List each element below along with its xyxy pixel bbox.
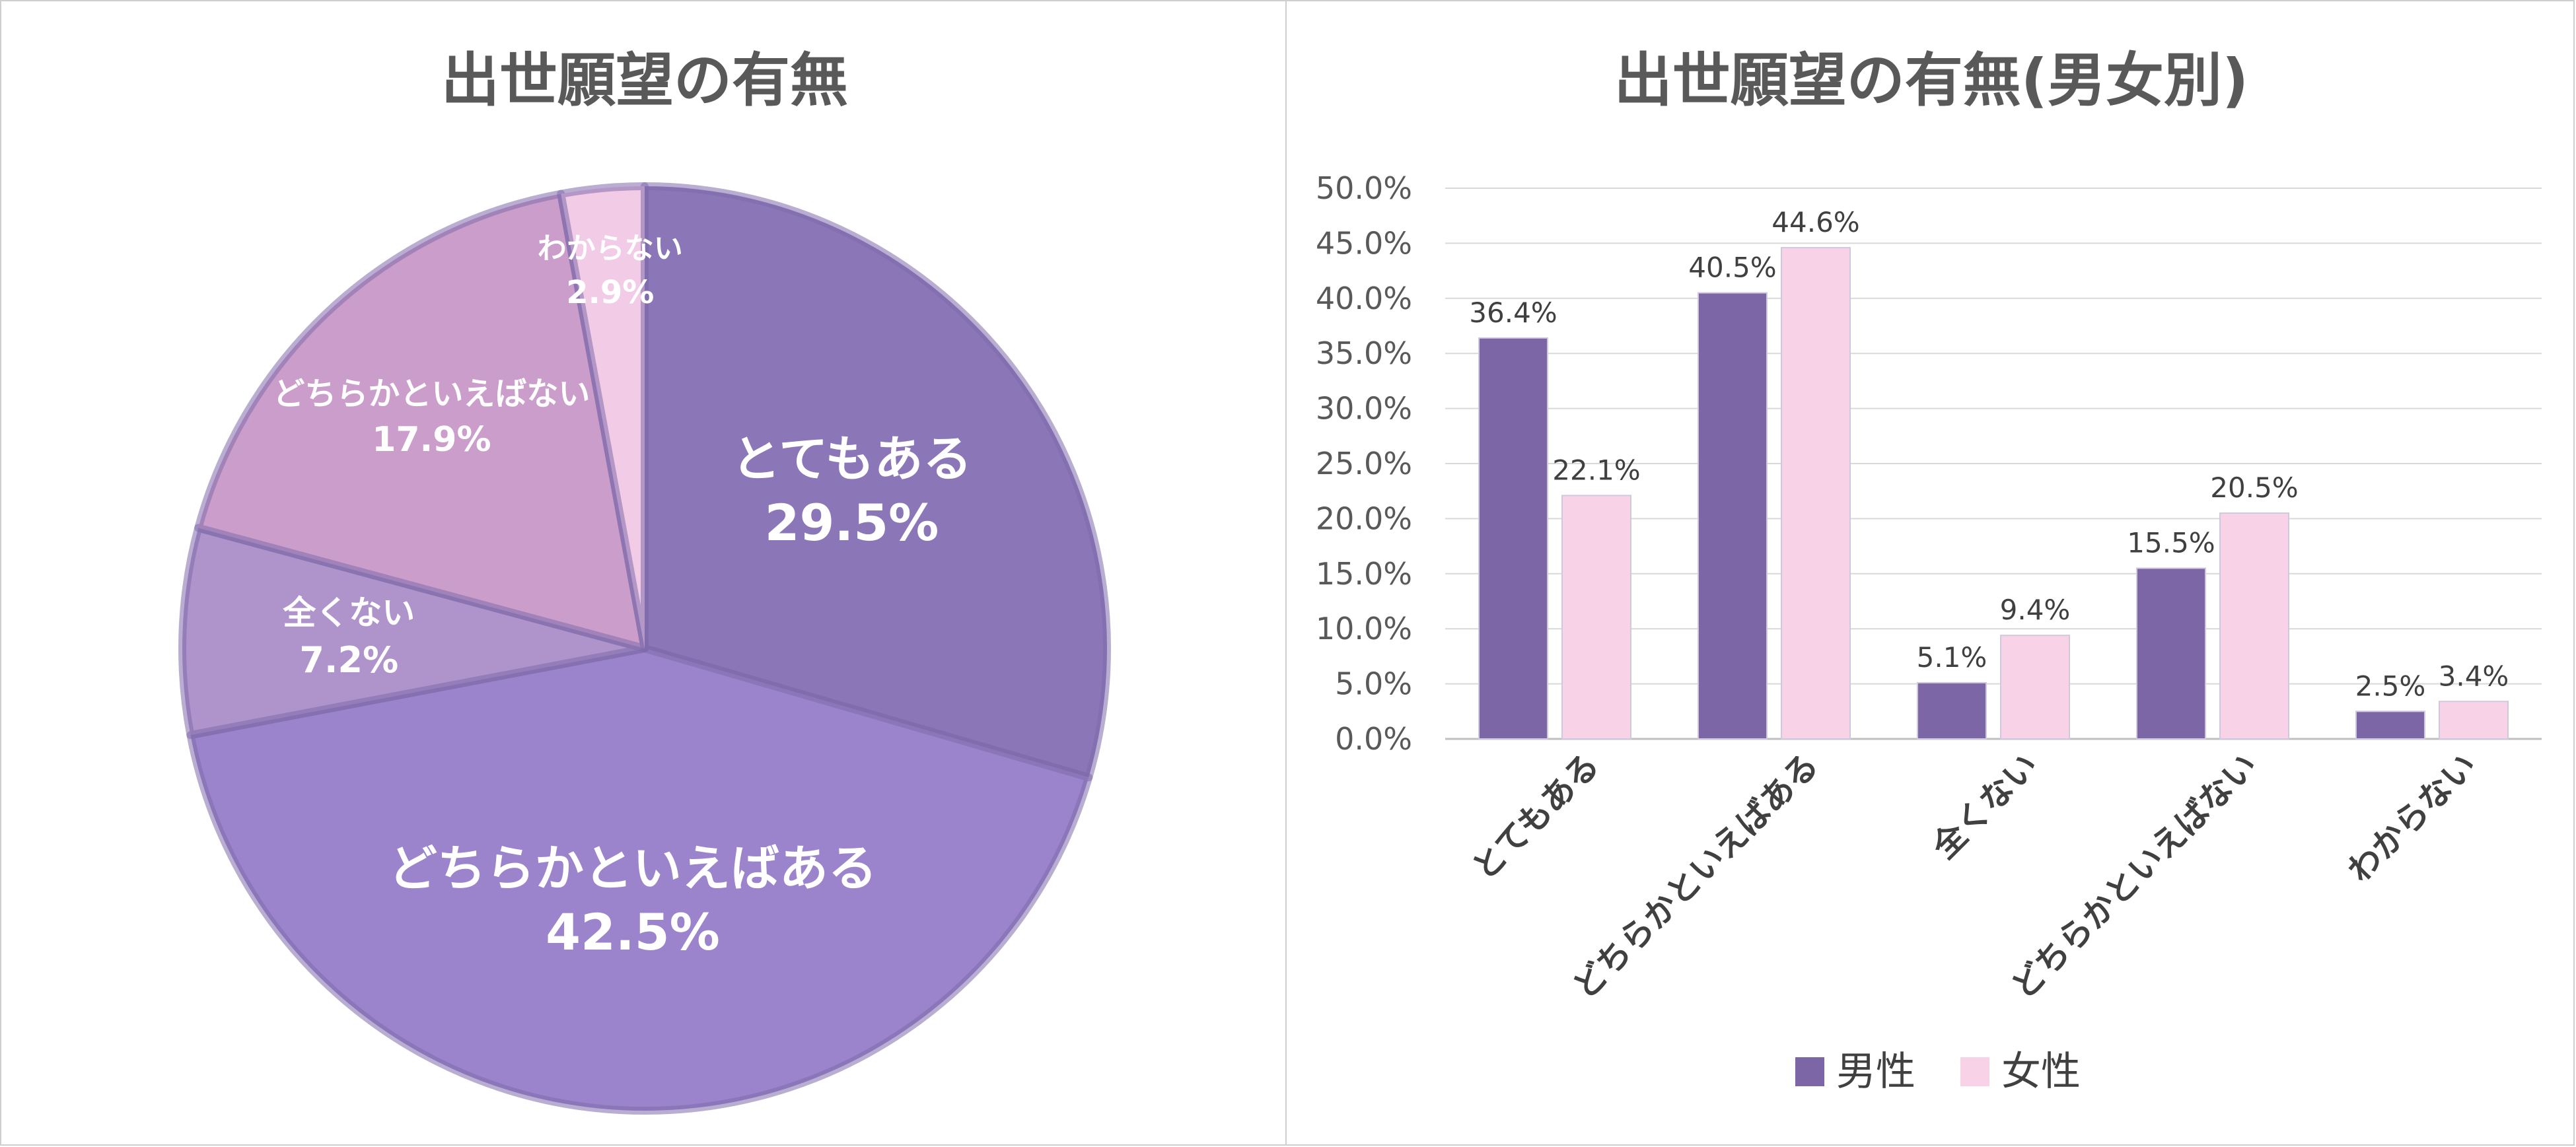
y-tick-label: 5.0% [1335, 666, 1412, 702]
y-tick-label: 10.0% [1316, 611, 1412, 646]
pie-chart-title: 出世願望の有無 [441, 46, 848, 114]
y-tick-label: 30.0% [1316, 391, 1412, 427]
pie-slice-label: どちらかといえばある [388, 841, 877, 897]
y-tick-label: 40.0% [1316, 281, 1412, 316]
pie-slice-value-label: 2.9% [566, 274, 654, 311]
x-category-label: どちらかといえばある [1565, 746, 1826, 1006]
pie-slice-label: わからない [538, 232, 683, 265]
bar-male [1917, 681, 1987, 740]
bar-female [2000, 635, 2070, 740]
bar-female [2439, 701, 2509, 740]
pie-chart-panel: 出世願望の有無 とてもある 29.5% どちらかといえばある 42.5% 全くない 7.2… [0, 0, 1287, 1146]
bar-male [1478, 337, 1548, 740]
bar-female [1561, 495, 1631, 740]
y-tick-label: 25.0% [1316, 446, 1412, 481]
pie-slice-value-label: 7.2% [299, 639, 398, 681]
bar-female [1781, 247, 1851, 740]
pie-slice [186, 644, 1093, 1115]
bar-data-label: 5.1% [1917, 641, 1987, 674]
x-category-label: とてもある [1465, 746, 1607, 887]
x-category-label: どちらかといえばない [2004, 746, 2265, 1006]
legend-label: 女性 [2001, 1049, 2081, 1095]
bar-data-label: 44.6% [1771, 206, 1859, 238]
pie-slice [194, 190, 649, 652]
bar-male [2355, 711, 2425, 740]
y-tick-label: 0.0% [1335, 721, 1412, 757]
pie-slice [641, 182, 1112, 782]
y-tick-label: 45.0% [1316, 225, 1412, 261]
pie-slice-value-label: 42.5% [546, 903, 720, 961]
pie-slice-value-label: 17.9% [372, 420, 491, 460]
bar-data-label: 36.4% [1469, 296, 1557, 329]
x-category-label: わからない [2340, 746, 2484, 889]
bar-data-label: 22.1% [1552, 454, 1640, 486]
pie-slice-label: どちらかといえばない [273, 375, 590, 412]
pie-slice-value-label: 29.5% [765, 493, 939, 552]
bar-data-label: 3.4% [2439, 660, 2509, 692]
bar-chart-panel: 出世願望の有無(男女別) 0.0% 5.0% 10.0% 15.0% 20.0% 25.0… [1285, 0, 2575, 1146]
y-tick-label: 15.0% [1316, 556, 1412, 592]
bar-chart: 出世願望の有無(男女別) 0.0% 5.0% 10.0% 15.0% 20.0% 25.0… [1316, 46, 2542, 1095]
bar-data-label: 2.5% [2355, 670, 2426, 702]
legend-swatch-female [1960, 1057, 1989, 1086]
legend-label: 男性 [1836, 1049, 1915, 1095]
bar-data-label: 15.5% [2127, 527, 2215, 559]
bar-data-label: 40.5% [1688, 252, 1776, 284]
pie-slice [557, 182, 649, 652]
bar-female [2219, 512, 2289, 740]
pie-slice-label: とてもある [731, 431, 972, 488]
bar-data-label: 20.5% [2210, 471, 2298, 504]
bar-male [1698, 292, 1768, 740]
y-tick-label: 20.0% [1316, 501, 1412, 536]
x-category-label: 全くない [1924, 746, 2045, 866]
bar-chart-title: 出世願望の有無(男女別) [1614, 46, 2248, 114]
legend-swatch-male [1795, 1057, 1824, 1086]
bar-data-label: 9.4% [2000, 594, 2071, 626]
pie-slice [178, 524, 649, 740]
y-tick-label: 35.0% [1316, 335, 1412, 371]
bar-male [2136, 567, 2206, 740]
y-tick-label: 50.0% [1316, 170, 1412, 206]
pie-slice-label: 全くない [282, 594, 415, 632]
